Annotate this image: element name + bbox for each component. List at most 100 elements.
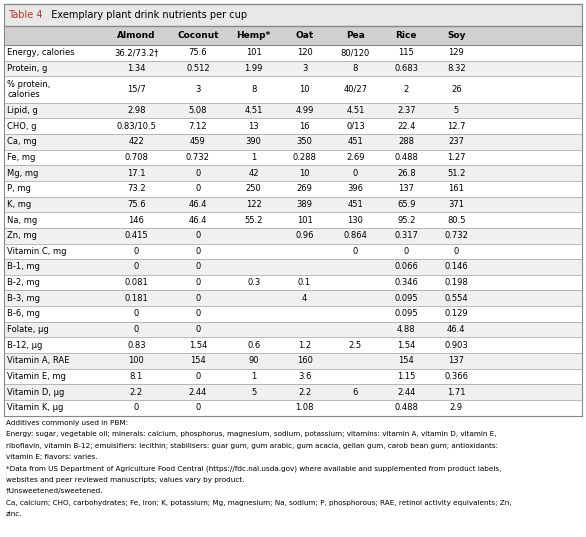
Text: zinc.: zinc.: [6, 511, 22, 517]
Text: Energy, calories: Energy, calories: [7, 48, 74, 57]
Text: Ca, calcium; CHO, carbohydrates; Fe, iron; K, potassium; Mg, magnesium; Na, sodi: Ca, calcium; CHO, carbohydrates; Fe, iro…: [6, 500, 512, 506]
Text: 90: 90: [248, 357, 259, 365]
Text: 15/7: 15/7: [127, 85, 146, 94]
Bar: [4, 291, 582, 306]
Text: 0.488: 0.488: [394, 403, 418, 412]
Text: 4.88: 4.88: [397, 325, 415, 334]
Bar: [4, 4, 582, 26]
Bar: [4, 212, 582, 228]
Text: 95.2: 95.2: [397, 215, 415, 224]
Bar: [4, 337, 582, 353]
Text: 154: 154: [398, 357, 414, 365]
Bar: [4, 61, 582, 76]
Text: 130: 130: [347, 215, 363, 224]
Text: 0.415: 0.415: [125, 231, 148, 240]
Text: 269: 269: [297, 184, 312, 193]
Text: 1: 1: [251, 372, 256, 381]
Text: 46.4: 46.4: [189, 215, 207, 224]
Text: Fe, mg: Fe, mg: [7, 153, 35, 162]
Bar: [4, 181, 582, 197]
Text: 0.346: 0.346: [394, 278, 418, 287]
Text: Oat: Oat: [295, 31, 314, 40]
Text: 0: 0: [195, 263, 200, 272]
Text: 137: 137: [398, 184, 414, 193]
Text: 120: 120: [297, 48, 312, 57]
Text: 396: 396: [347, 184, 363, 193]
Text: Vitamin C, mg: Vitamin C, mg: [7, 247, 66, 256]
Text: 16: 16: [299, 122, 310, 130]
Text: 0: 0: [195, 403, 200, 412]
Text: 12.7: 12.7: [447, 122, 465, 130]
Text: 1.99: 1.99: [244, 64, 263, 73]
Text: 0: 0: [195, 184, 200, 193]
Text: 0.198: 0.198: [444, 278, 468, 287]
Text: 42: 42: [248, 169, 259, 178]
Text: Coconut: Coconut: [177, 31, 219, 40]
Text: Zn, mg: Zn, mg: [7, 231, 37, 240]
Text: 80.5: 80.5: [447, 215, 465, 224]
Text: 7.12: 7.12: [189, 122, 207, 130]
Text: B-2, mg: B-2, mg: [7, 278, 40, 287]
Text: 137: 137: [448, 357, 464, 365]
Text: 2.5: 2.5: [349, 341, 362, 350]
Text: 4.51: 4.51: [244, 106, 263, 115]
Text: 1.71: 1.71: [447, 388, 465, 397]
Bar: [4, 118, 582, 134]
Text: 80/120: 80/120: [341, 48, 370, 57]
Text: Exemplary plant drink nutrients per cup: Exemplary plant drink nutrients per cup: [45, 10, 247, 20]
Bar: [4, 103, 582, 118]
Text: 1: 1: [251, 153, 256, 162]
Text: 237: 237: [448, 137, 464, 146]
Text: B-3, mg: B-3, mg: [7, 294, 40, 303]
Text: 2.44: 2.44: [397, 388, 415, 397]
Text: 8: 8: [251, 85, 257, 94]
Text: 0: 0: [404, 247, 409, 256]
Text: 0.317: 0.317: [394, 231, 418, 240]
Text: Pea: Pea: [346, 31, 365, 40]
Text: K, mg: K, mg: [7, 200, 31, 209]
Text: 8.32: 8.32: [447, 64, 466, 73]
Text: 1.08: 1.08: [295, 403, 314, 412]
Text: 0.095: 0.095: [394, 294, 418, 303]
Text: 2.2: 2.2: [130, 388, 143, 397]
Text: 0.6: 0.6: [247, 341, 260, 350]
Text: 2.44: 2.44: [189, 388, 207, 397]
Text: 5: 5: [454, 106, 459, 115]
Text: 46.4: 46.4: [447, 325, 465, 334]
Text: 73.2: 73.2: [127, 184, 146, 193]
Bar: [4, 322, 582, 337]
Text: 0.683: 0.683: [394, 64, 418, 73]
Text: 146: 146: [128, 215, 144, 224]
Text: websites and peer reviewed manuscripts; values vary by product.: websites and peer reviewed manuscripts; …: [6, 477, 244, 483]
Text: B-1, mg: B-1, mg: [7, 263, 40, 272]
Text: 1.54: 1.54: [189, 341, 207, 350]
Text: 422: 422: [128, 137, 144, 146]
Text: 0: 0: [195, 169, 200, 178]
Bar: [4, 306, 582, 322]
Text: 101: 101: [246, 48, 261, 57]
Text: vitamin E; flavors: varies.: vitamin E; flavors: varies.: [6, 454, 98, 460]
Text: 8: 8: [353, 64, 358, 73]
Text: 0.512: 0.512: [186, 64, 210, 73]
Text: 0.83: 0.83: [127, 341, 146, 350]
Text: 451: 451: [347, 200, 363, 209]
Text: 0: 0: [134, 325, 139, 334]
Text: 0.081: 0.081: [124, 278, 148, 287]
Text: 371: 371: [448, 200, 464, 209]
Text: 2: 2: [404, 85, 409, 94]
Text: Table 4: Table 4: [8, 10, 43, 20]
Text: Energy: sugar, vegetable oil; minerals: calcium, phosphorus, magnesium, sodium, : Energy: sugar, vegetable oil; minerals: …: [6, 431, 496, 437]
Text: Na, mg: Na, mg: [7, 215, 38, 224]
Text: 0.3: 0.3: [247, 278, 260, 287]
Text: Vitamin A, RAE: Vitamin A, RAE: [7, 357, 69, 365]
Text: 0: 0: [195, 247, 200, 256]
Text: 55.2: 55.2: [244, 215, 263, 224]
Text: 0: 0: [353, 247, 358, 256]
Text: 65.9: 65.9: [397, 200, 415, 209]
Text: 0.066: 0.066: [394, 263, 418, 272]
Bar: [4, 384, 582, 400]
Text: 0.1: 0.1: [298, 278, 311, 287]
Text: 40/27: 40/27: [343, 85, 367, 94]
Text: 4.51: 4.51: [346, 106, 364, 115]
Text: 0: 0: [353, 169, 358, 178]
